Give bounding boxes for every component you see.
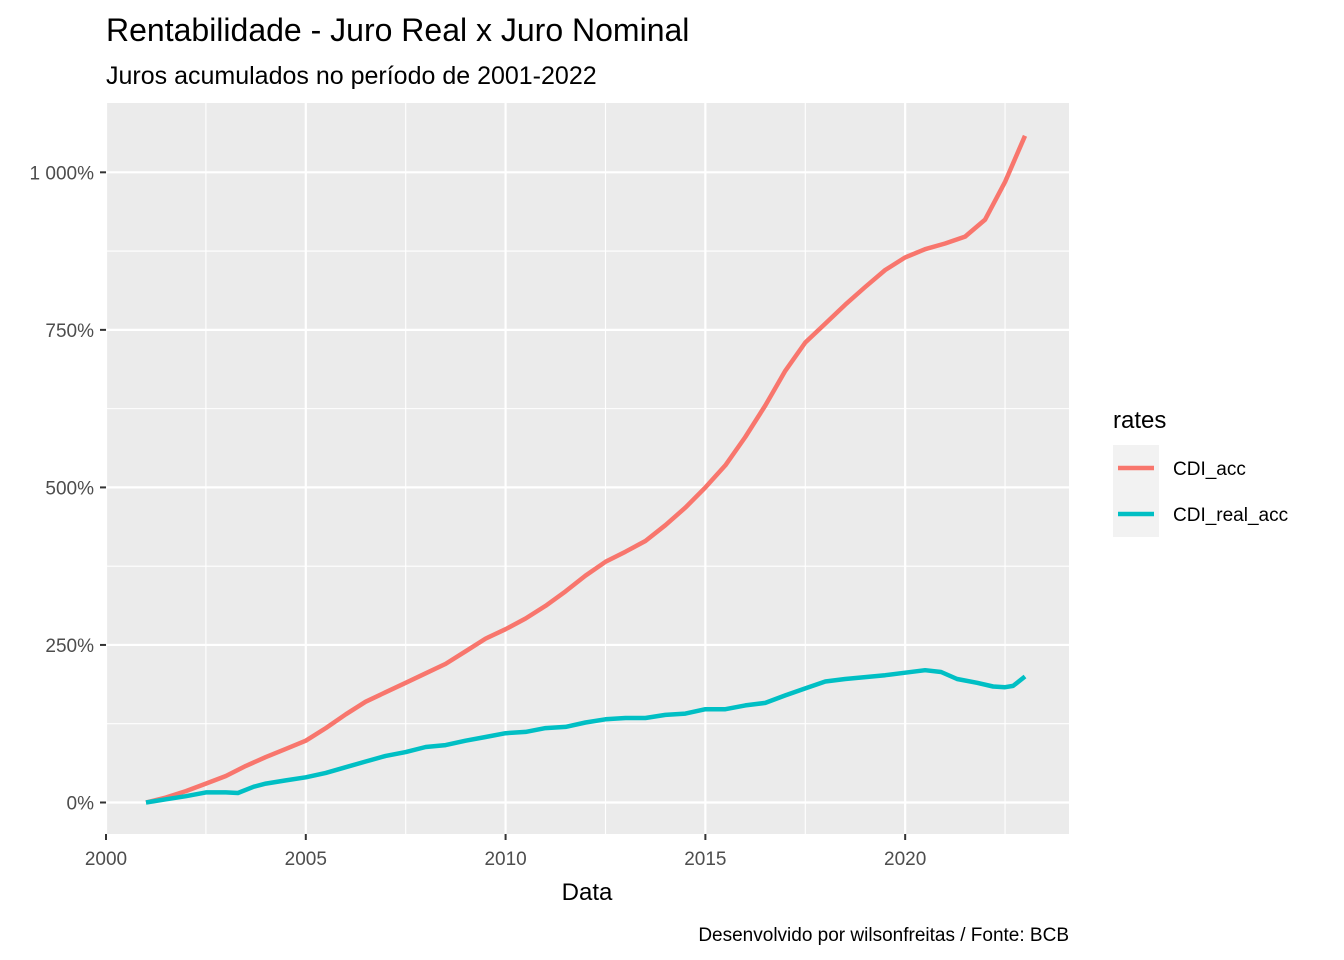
x-tick-label: 2015	[684, 849, 726, 870]
x-tick-label: 2000	[85, 849, 127, 870]
x-tick-label: 2010	[484, 849, 526, 870]
y-tick-label: 500%	[45, 478, 94, 499]
x-axis-title: Data	[562, 879, 613, 906]
series-line-cdi-real-acc	[145, 667, 1027, 805]
x-tick-label: 2005	[285, 849, 327, 870]
major-gridlines	[104, 103, 1069, 834]
chart-title: Rentabilidade - Juro Real x Juro Nominal	[106, 12, 689, 48]
x-tick-labels: 2000 2005 2010 2015 2020	[85, 849, 926, 870]
plot-panel	[106, 103, 1069, 834]
x-tick-label: 2020	[884, 849, 926, 870]
axis-ticks	[100, 171, 907, 840]
y-tick-labels: 0% 250% 500% 750% 1 000%	[30, 163, 95, 814]
series-line-cdi-acc	[145, 134, 1028, 805]
y-tick-label: 1 000%	[30, 163, 95, 184]
legend-title: rates	[1113, 407, 1166, 434]
y-tick-label: 750%	[45, 321, 94, 342]
y-tick-label: 250%	[45, 636, 94, 657]
series-lines	[145, 134, 1028, 805]
y-tick-label: 0%	[67, 793, 95, 814]
legend-label-cdi-real-acc: CDI_real_acc	[1173, 505, 1288, 526]
legend-label-cdi-acc: CDI_acc	[1173, 459, 1246, 480]
legend: rates CDI_acc CDI_real_acc	[1113, 407, 1288, 537]
chart-subtitle: Juros acumulados no período de 2001-2022	[106, 62, 597, 90]
chart-caption: Desenvolvido por wilsonfreitas / Fonte: …	[698, 925, 1069, 946]
